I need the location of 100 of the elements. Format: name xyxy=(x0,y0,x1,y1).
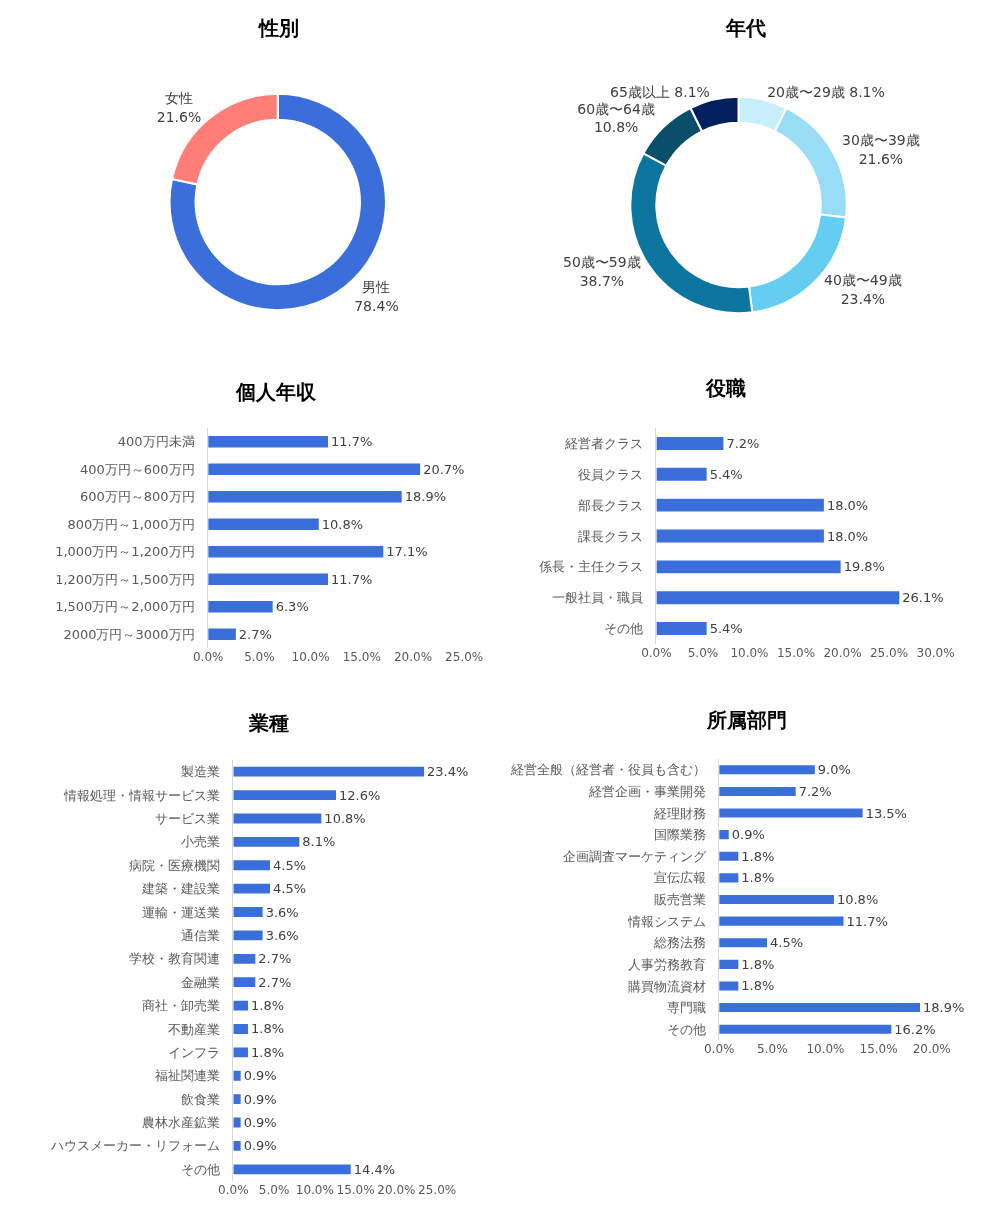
x-tick-label: 10.0% xyxy=(730,646,769,660)
y-tick-label: 情報処理・情報サービス業 xyxy=(62,787,220,803)
data-label: 13.5% xyxy=(865,805,907,821)
data-label: 78.4% xyxy=(354,297,399,314)
data-label: 38.7% xyxy=(579,272,625,289)
x-tick-label: 20.0% xyxy=(377,1183,416,1197)
y-tick-label: 経営企画・事業開発 xyxy=(587,783,706,799)
data-label: 0.9% xyxy=(243,1115,277,1131)
slice-label: 30歳〜39歳 xyxy=(842,132,920,149)
slice-label: 40歳〜49歳 xyxy=(824,272,902,289)
y-tick-label: 農林水産鉱業 xyxy=(141,1115,220,1131)
data-label: 11.7% xyxy=(846,913,888,929)
bar xyxy=(233,953,256,964)
data-label: 4.5% xyxy=(273,857,307,873)
bar xyxy=(719,1003,921,1013)
y-tick-label: その他 xyxy=(180,1161,220,1177)
data-label: 21.6% xyxy=(156,108,202,125)
x-tick-label: 5.0% xyxy=(244,650,275,664)
bar xyxy=(719,894,834,905)
data-label: 18.9% xyxy=(404,489,447,505)
data-label: 21.6% xyxy=(858,150,904,167)
bar xyxy=(233,1047,248,1058)
y-tick-label: 不動産業 xyxy=(167,1021,220,1037)
data-label: 19.8% xyxy=(843,559,885,575)
bar xyxy=(233,1094,241,1105)
bar xyxy=(233,1024,248,1034)
bar xyxy=(719,1024,892,1034)
x-tick-label: 0.0% xyxy=(192,650,224,664)
y-tick-label: 役員クラス xyxy=(577,466,643,482)
data-label: 1.8% xyxy=(741,848,775,864)
y-tick-label: 600万円～800万円 xyxy=(79,489,195,505)
y-tick-label: 小売業 xyxy=(180,834,220,850)
x-tick-label: 30.0% xyxy=(916,646,955,660)
bar xyxy=(233,813,322,824)
x-tick-label: 15.0% xyxy=(859,1042,898,1056)
bar xyxy=(208,573,328,586)
x-tick-label: 10.0% xyxy=(806,1042,845,1056)
chart-title: 性別 xyxy=(257,16,299,40)
y-tick-label: 販売営業 xyxy=(653,892,706,908)
bar xyxy=(233,860,270,871)
x-tick-label: 25.0% xyxy=(445,650,484,664)
bar xyxy=(719,830,729,840)
data-label: 9.0% xyxy=(817,762,851,778)
y-tick-label: 経営者クラス xyxy=(563,435,643,451)
y-tick-label: 建築・建設業 xyxy=(140,881,220,897)
bar xyxy=(233,907,263,917)
bar xyxy=(208,463,421,476)
data-label: 18.9% xyxy=(923,1000,965,1016)
bar xyxy=(233,766,425,777)
chart-title: 役職 xyxy=(705,376,746,400)
y-tick-label: 金融業 xyxy=(180,974,220,990)
data-label: 10.8% xyxy=(836,892,879,907)
y-tick-label: 経理財務 xyxy=(652,805,706,821)
data-label: 14.4% xyxy=(353,1161,396,1177)
x-tick-label: 15.0% xyxy=(342,650,381,664)
data-label: 5.4% xyxy=(709,466,743,482)
data-label: 1.8% xyxy=(741,978,775,994)
bar xyxy=(719,916,844,926)
y-tick-label: 部長クラス xyxy=(577,497,643,513)
y-tick-label: 経営全般（経営者・役員も含む） xyxy=(509,762,706,778)
data-label: 0.9% xyxy=(731,827,765,843)
slice-label: 女性 xyxy=(165,90,194,107)
data-label: 3.6% xyxy=(265,927,299,943)
y-tick-label: 企画調査マーケティング xyxy=(562,848,707,864)
y-tick-label: 一般社員・職員 xyxy=(551,590,643,606)
data-label: 16.2% xyxy=(894,1021,936,1037)
x-tick-label: 20.0% xyxy=(393,650,433,664)
data-label: 17.1% xyxy=(386,544,428,560)
y-tick-label: 製造業 xyxy=(180,764,220,780)
bar xyxy=(719,873,739,883)
y-tick-label: 人事労務教育 xyxy=(627,956,706,972)
bar xyxy=(719,938,768,948)
x-tick-label: 5.0% xyxy=(687,646,719,660)
bar xyxy=(656,560,841,574)
data-label: 18.0% xyxy=(826,528,869,544)
data-label: 1.8% xyxy=(250,1021,285,1037)
bar xyxy=(656,436,724,450)
chart-title: 業種 xyxy=(248,711,289,735)
x-tick-label: 20.0% xyxy=(823,646,862,660)
data-label: 23.4% xyxy=(840,290,886,307)
data-label: 7.2% xyxy=(798,783,832,799)
data-label: 1.8% xyxy=(250,998,285,1014)
slice-label: 65歳以上 8.1% xyxy=(610,84,710,101)
data-label: 0.9% xyxy=(243,1091,277,1107)
data-label: 12.6% xyxy=(339,787,381,803)
bar xyxy=(233,790,337,800)
y-tick-label: 宣伝広報 xyxy=(653,870,706,886)
data-label: 6.3% xyxy=(275,599,309,615)
data-label: 8.1% xyxy=(302,834,336,850)
data-label: 26.1% xyxy=(902,590,944,606)
bar xyxy=(719,786,796,796)
bar xyxy=(719,851,739,861)
bar xyxy=(719,959,739,969)
y-tick-label: 1,200万円～1,500万円 xyxy=(55,571,195,587)
data-label: 1.8% xyxy=(250,1044,285,1060)
slice-label: 20歳〜29歳 8.1% xyxy=(767,84,885,101)
y-tick-label: 800万円～1,000万円 xyxy=(67,516,195,532)
x-tick-label: 25.0% xyxy=(869,646,909,660)
y-tick-label: 1,500万円～2,000万円 xyxy=(55,599,195,615)
bar xyxy=(719,765,815,775)
